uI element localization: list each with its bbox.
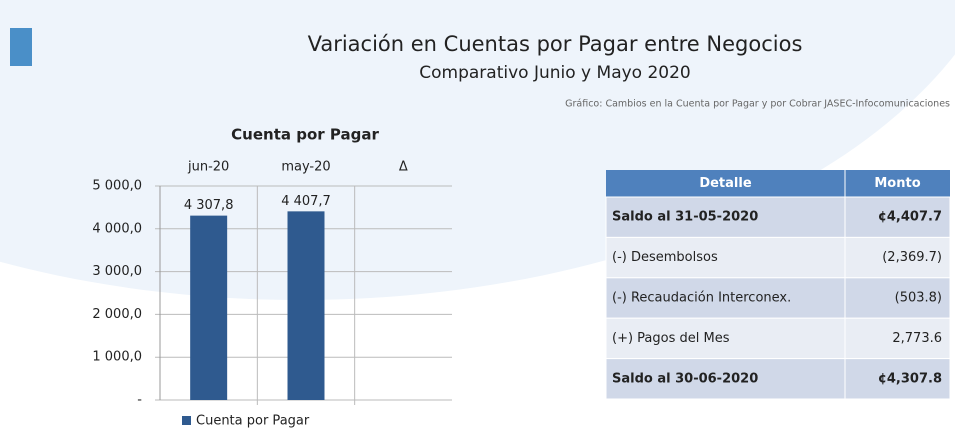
legend-swatch <box>182 416 191 425</box>
bar <box>190 215 228 400</box>
table-cell: Saldo al 30-06-2020 <box>612 371 758 386</box>
table-row-bg <box>605 277 951 319</box>
x-tick-label: jun-20 <box>187 160 229 175</box>
accent-block <box>10 28 32 66</box>
table-header: Monto <box>874 176 920 191</box>
y-tick-label: 4 000,0 <box>92 221 142 236</box>
x-tick-label: Δ <box>399 160 408 175</box>
table-cell: (2,369.7) <box>882 250 942 265</box>
title: Variación en Cuentas por Pagar entre Neg… <box>308 32 803 56</box>
table-cell: 2,773.6 <box>892 331 942 346</box>
value-label: 4 407,7 <box>281 194 331 209</box>
y-tick-label: 5 000,0 <box>92 179 142 194</box>
value-label: 4 307,8 <box>184 198 234 213</box>
table-cell: ¢4,407.7 <box>878 210 942 225</box>
table-cell: Saldo al 31-05-2020 <box>612 210 758 225</box>
table-cell: (503.8) <box>895 291 942 306</box>
y-tick-label: - <box>137 393 142 408</box>
x-tick-label: may-20 <box>281 160 330 175</box>
table-row-bg <box>605 317 951 360</box>
table-cell: (-) Desembolsos <box>612 250 718 265</box>
table-row-bg <box>605 358 951 400</box>
chart-title: Cuenta por Pagar <box>231 126 379 144</box>
table-header: Detalle <box>699 176 752 191</box>
subtitle: Comparativo Junio y Mayo 2020 <box>419 63 690 83</box>
table-row-bg <box>605 196 951 238</box>
y-tick-label: 2 000,0 <box>92 307 142 322</box>
table-cell: (-) Recaudación Interconex. <box>612 291 791 306</box>
table-header-bg <box>606 170 950 197</box>
y-tick-label: 1 000,0 <box>92 350 142 365</box>
table-cell: ¢4,307.8 <box>878 371 942 386</box>
background-arc <box>0 0 955 300</box>
source: Gráfico: Cambios en la Cuenta por Pagar … <box>565 99 950 110</box>
table-row-bg <box>605 236 951 279</box>
bar <box>287 211 325 400</box>
legend-label: Cuenta por Pagar <box>196 414 310 429</box>
y-tick-label: 3 000,0 <box>92 264 142 279</box>
table-cell: (+) Pagos del Mes <box>612 331 730 346</box>
